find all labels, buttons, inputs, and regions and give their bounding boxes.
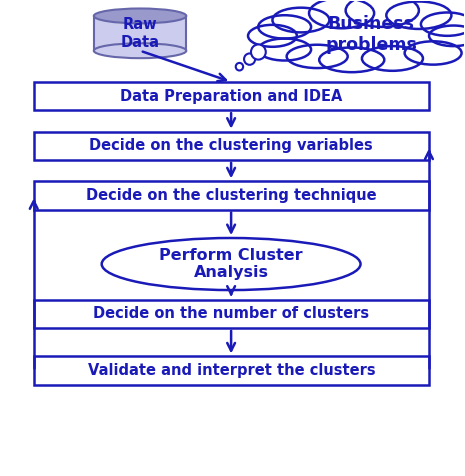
Ellipse shape [258, 15, 311, 39]
Circle shape [251, 44, 266, 60]
Ellipse shape [272, 8, 329, 32]
Ellipse shape [345, 0, 419, 27]
Ellipse shape [94, 9, 186, 23]
Circle shape [244, 53, 255, 65]
FancyBboxPatch shape [34, 299, 429, 328]
Ellipse shape [319, 48, 384, 72]
Text: Perform Cluster
Analysis: Perform Cluster Analysis [159, 248, 303, 280]
FancyBboxPatch shape [34, 357, 429, 385]
FancyBboxPatch shape [34, 181, 429, 209]
Text: Raw
Data: Raw Data [120, 17, 159, 50]
Ellipse shape [386, 1, 452, 29]
Text: Decide on the clustering technique: Decide on the clustering technique [86, 188, 377, 203]
Ellipse shape [362, 46, 423, 71]
Ellipse shape [429, 26, 465, 46]
Text: Business
problems: Business problems [325, 15, 417, 54]
Text: Decide on the number of clusters: Decide on the number of clusters [93, 306, 369, 321]
Ellipse shape [405, 41, 462, 65]
Text: Validate and interpret the clusters: Validate and interpret the clusters [87, 363, 375, 378]
Ellipse shape [309, 0, 374, 28]
Ellipse shape [94, 43, 186, 58]
FancyBboxPatch shape [94, 16, 186, 51]
Ellipse shape [291, 19, 433, 60]
Text: Data Preparation and IDEA: Data Preparation and IDEA [120, 89, 343, 104]
Circle shape [236, 63, 243, 70]
Ellipse shape [258, 39, 311, 60]
FancyBboxPatch shape [34, 131, 429, 160]
Ellipse shape [286, 45, 348, 68]
Text: Decide on the clustering variables: Decide on the clustering variables [89, 138, 373, 153]
Ellipse shape [248, 25, 297, 47]
Ellipse shape [102, 238, 360, 290]
FancyBboxPatch shape [34, 82, 429, 110]
Ellipse shape [421, 12, 465, 36]
